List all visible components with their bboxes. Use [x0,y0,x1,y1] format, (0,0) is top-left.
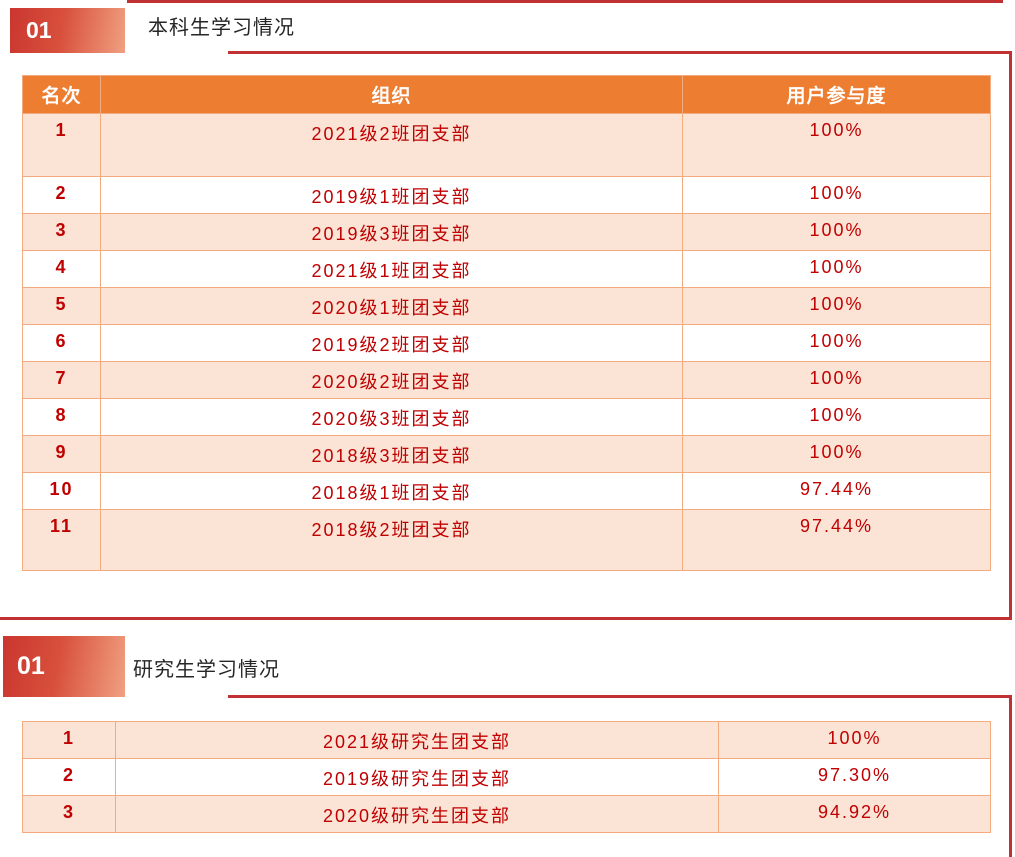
organization-cell: 2019级3班团支部 [100,213,683,251]
rank-cell: 9 [22,435,101,473]
organization-cell: 2020级3班团支部 [100,398,683,436]
participation-cell: 100% [682,113,991,177]
section1-number-badge: 01 [10,8,125,53]
rank-cell: 11 [22,509,101,571]
table-row: 5 2020级1班团支部 100% [22,287,991,325]
table-header-row: 名次 组织 用户参与度 [22,75,991,114]
section2-title-underline [228,695,1012,698]
participation-cell: 100% [682,435,991,473]
organization-cell: 2021级2班团支部 [100,113,683,177]
rank-cell: 1 [22,721,116,759]
participation-cell: 100% [682,287,991,325]
organization-cell: 2018级1班团支部 [100,472,683,510]
table-row: 1 2021级2班团支部 100% [22,113,991,177]
rank-cell: 3 [22,795,116,833]
organization-cell: 2020级研究生团支部 [115,795,719,833]
participation-cell: 100% [718,721,991,759]
organization-cell: 2019级研究生团支部 [115,758,719,796]
column-header-organization: 组织 [100,75,683,114]
organization-cell: 2020级1班团支部 [100,287,683,325]
participation-cell: 100% [682,213,991,251]
table-row: 9 2018级3班团支部 100% [22,435,991,473]
rank-cell: 4 [22,250,101,288]
participation-cell: 97.30% [718,758,991,796]
organization-cell: 2019级2班团支部 [100,324,683,362]
section1-bottom-border-line [0,617,1012,620]
section1-right-border-line [1009,51,1012,620]
rank-cell: 7 [22,361,101,399]
participation-cell: 94.92% [718,795,991,833]
participation-cell: 100% [682,398,991,436]
table-row: 4 2021级1班团支部 100% [22,250,991,288]
table-row: 2 2019级研究生团支部 97.30% [22,758,991,796]
table-row: 6 2019级2班团支部 100% [22,324,991,362]
section1-title: 本科生学习情况 [148,17,295,39]
column-header-participation: 用户参与度 [682,75,991,114]
section1-number: 01 [26,17,52,43]
organization-cell: 2020级2班团支部 [100,361,683,399]
organization-cell: 2019级1班团支部 [100,176,683,214]
table-row: 3 2020级研究生团支部 94.92% [22,795,991,833]
organization-cell: 2021级1班团支部 [100,250,683,288]
rank-cell: 1 [22,113,101,177]
column-header-rank: 名次 [22,75,101,114]
participation-cell: 100% [682,250,991,288]
section2-right-border-line [1009,695,1012,857]
participation-cell: 97.44% [682,472,991,510]
organization-cell: 2018级3班团支部 [100,435,683,473]
organization-cell: 2018级2班团支部 [100,509,683,571]
table-row: 2 2019级1班团支部 100% [22,176,991,214]
section2-number: 01 [17,652,45,680]
table-row: 7 2020级2班团支部 100% [22,361,991,399]
rank-cell: 8 [22,398,101,436]
participation-cell: 100% [682,361,991,399]
section2-number-badge: 01 [3,636,125,697]
graduate-table: 1 2021级研究生团支部 100% 2 2019级研究生团支部 97.30% 3 2020级… [22,721,991,833]
top-accent-line [127,0,1003,3]
participation-cell: 97.44% [682,509,991,571]
table-row: 10 2018级1班团支部 97.44% [22,472,991,510]
rank-cell: 2 [22,176,101,214]
participation-cell: 100% [682,176,991,214]
participation-cell: 100% [682,324,991,362]
organization-cell: 2021级研究生团支部 [115,721,719,759]
rank-cell: 6 [22,324,101,362]
undergraduate-table: 名次 组织 用户参与度 1 2021级2班团支部 100% 2 2019级1班团支部 10… [22,75,991,571]
rank-cell: 10 [22,472,101,510]
rank-cell: 3 [22,213,101,251]
table-row: 8 2020级3班团支部 100% [22,398,991,436]
section1-title-underline [228,51,1012,54]
table-row: 11 2018级2班团支部 97.44% [22,509,991,571]
table-row: 1 2021级研究生团支部 100% [22,721,991,759]
table-row: 3 2019级3班团支部 100% [22,213,991,251]
rank-cell: 2 [22,758,116,796]
rank-cell: 5 [22,287,101,325]
section2-title: 研究生学习情况 [133,659,280,681]
